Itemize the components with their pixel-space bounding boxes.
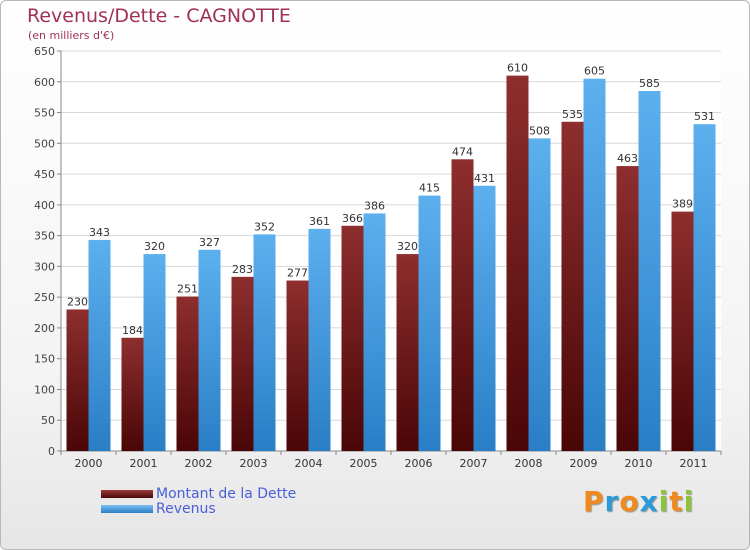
bar-revenus	[198, 249, 221, 451]
data-label-revenus: 605	[584, 65, 605, 78]
logo-letter: r	[604, 485, 620, 518]
data-label-revenus: 415	[419, 182, 440, 195]
chart-subtitle: (en milliers d'€)	[28, 29, 115, 42]
bar-revenus	[693, 124, 716, 451]
logo-letter: x	[639, 485, 659, 518]
logo-letter: i	[658, 485, 670, 518]
bar-dette	[231, 276, 254, 451]
y-tick-label: 300	[34, 260, 55, 273]
x-tick-label: 2001	[130, 457, 158, 470]
x-tick-label: 2004	[295, 457, 323, 470]
logo-letter: P	[583, 485, 605, 518]
data-label-dette: 230	[67, 295, 88, 308]
legend-label-revenus: Revenus	[156, 501, 216, 517]
bar-revenus	[528, 138, 551, 451]
y-tick-label: 400	[34, 199, 55, 212]
y-tick-label: 50	[41, 414, 55, 427]
legend-label-dette: Montant de la Dette	[156, 486, 297, 502]
y-tick-label: 550	[34, 107, 55, 120]
y-tick-label: 450	[34, 168, 55, 181]
bar-dette	[341, 225, 364, 451]
bar-revenus	[418, 195, 441, 451]
data-label-revenus: 327	[199, 236, 220, 249]
proxiti-logo: Proxiti	[583, 485, 694, 518]
bar-dette	[506, 75, 529, 451]
bar-dette	[396, 254, 419, 451]
bar-revenus	[143, 254, 166, 451]
chart-title: Revenus/Dette - CAGNOTTE	[27, 5, 291, 27]
y-tick-label: 150	[34, 353, 55, 366]
bar-dette	[561, 121, 584, 452]
bar-revenus	[583, 78, 606, 451]
bar-dette	[66, 309, 89, 451]
x-tick-label: 2011	[680, 457, 708, 470]
logo-letter: i	[683, 485, 695, 518]
data-label-dette: 283	[232, 263, 253, 276]
x-tick-label: 2008	[515, 457, 543, 470]
bar-dette	[671, 211, 694, 451]
data-label-revenus: 352	[254, 220, 275, 233]
data-label-revenus: 585	[639, 77, 660, 90]
y-tick-label: 350	[34, 230, 55, 243]
plot-area	[61, 51, 721, 451]
data-label-revenus: 508	[529, 124, 550, 137]
x-tick-label: 2007	[460, 457, 488, 470]
data-label-dette: 184	[122, 324, 143, 337]
data-label-dette: 366	[342, 212, 363, 225]
x-tick-label: 2009	[570, 457, 598, 470]
x-tick-label: 2002	[185, 457, 213, 470]
bar-revenus	[308, 228, 331, 451]
legend-swatch-dette	[101, 490, 153, 498]
bar-revenus	[88, 239, 111, 451]
y-tick-label: 100	[34, 383, 55, 396]
y-tick-label: 200	[34, 322, 55, 335]
data-label-dette: 389	[672, 198, 693, 211]
bar-dette	[176, 296, 199, 451]
data-label-revenus: 320	[144, 240, 165, 253]
bar-dette	[286, 280, 309, 451]
x-tick-label: 2000	[75, 457, 103, 470]
data-label-dette: 320	[397, 240, 418, 253]
data-label-revenus: 343	[89, 226, 110, 239]
bar-revenus	[638, 91, 661, 451]
x-tick-label: 2003	[240, 457, 268, 470]
bar-revenus	[473, 185, 496, 451]
y-tick-label: 250	[34, 291, 55, 304]
data-label-revenus: 361	[309, 215, 330, 228]
bar-revenus	[253, 234, 276, 451]
y-tick-label: 500	[34, 137, 55, 150]
y-tick-label: 0	[48, 445, 55, 458]
data-label-dette: 535	[562, 108, 583, 121]
legend-swatch-revenus	[101, 505, 153, 513]
data-label-revenus: 531	[694, 110, 715, 123]
bar-dette	[616, 166, 639, 452]
logo-letter: t	[669, 485, 684, 518]
bar-revenus	[363, 213, 386, 451]
logo-letter: o	[619, 485, 640, 518]
x-tick-label: 2006	[405, 457, 433, 470]
data-label-dette: 474	[452, 145, 473, 158]
data-label-dette: 463	[617, 152, 638, 165]
bar-dette	[121, 337, 144, 451]
bar-dette	[451, 159, 474, 452]
x-tick-label: 2010	[625, 457, 653, 470]
data-label-revenus: 386	[364, 199, 385, 212]
data-label-dette: 251	[177, 283, 198, 296]
x-tick-label: 2005	[350, 457, 378, 470]
y-tick-label: 600	[34, 76, 55, 89]
data-label-revenus: 431	[474, 172, 495, 185]
data-label-dette: 610	[507, 62, 528, 75]
y-tick-label: 650	[34, 45, 55, 58]
data-label-dette: 277	[287, 267, 308, 280]
